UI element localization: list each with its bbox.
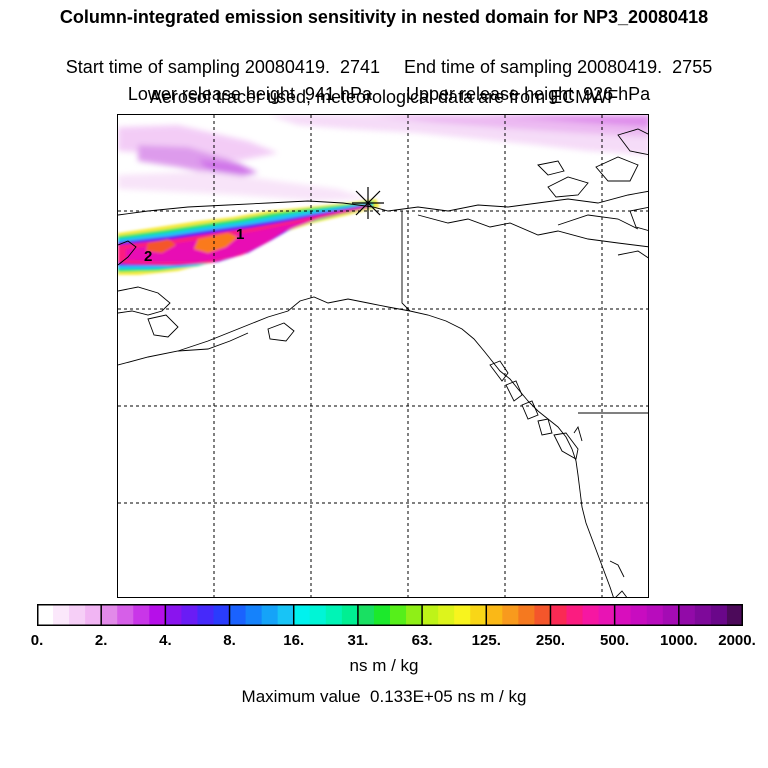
map-panel: 1 2 <box>117 114 649 598</box>
colorbar-tick-label: 0. <box>30 632 44 649</box>
colorbar-tick-label: 63. <box>411 632 433 649</box>
colorbar-swatch <box>293 604 311 626</box>
start-time-text: Start time of sampling 20080419. 2741 <box>65 57 380 77</box>
colorbar-tick-label: 8. <box>223 632 236 649</box>
colorbar-tick-label: 4. <box>159 632 172 649</box>
release-heights: Lower release height 941 hPa Upper releas… <box>0 61 768 105</box>
end-time-text: End time of sampling 20080419. 2755 <box>404 57 713 77</box>
colorbar-tick-label: 31. <box>347 632 369 649</box>
colorbar-swatch <box>341 604 359 626</box>
colorbar-swatch <box>694 604 712 626</box>
lower-release-height: Lower release height 941 hPa <box>127 84 372 104</box>
colorbar-units: ns m / kg <box>349 656 419 675</box>
colorbar-swatch <box>454 604 471 626</box>
colorbar-swatch <box>181 604 198 626</box>
colorbar-swatch <box>406 604 423 626</box>
colorbar-swatch <box>534 604 551 626</box>
colorbar-swatch <box>502 604 519 626</box>
colorbar-swatch <box>37 604 54 626</box>
colorbar-swatch <box>662 604 680 626</box>
colorbar-swatch <box>438 604 455 626</box>
colorbar-swatch <box>149 604 166 626</box>
colorbar-swatch <box>710 604 728 626</box>
colorbar <box>37 604 743 626</box>
colorbar-swatch <box>277 604 295 626</box>
colorbar-swatch <box>598 604 616 626</box>
colorbar-tick-label: 2000. <box>718 632 756 649</box>
colorbar-tick-label: 2. <box>94 632 108 649</box>
colorbar-swatch <box>325 604 343 626</box>
plume-contour-label-1: 1 <box>236 226 244 243</box>
colorbar-tick-label: 16. <box>283 632 305 649</box>
colorbar-tick-label: 500. <box>600 632 630 649</box>
lat-lon-grid <box>118 115 648 597</box>
maximum-value-text: Maximum value 0.133E+05 ns m / kg <box>241 687 527 706</box>
colorbar-swatch <box>373 604 391 626</box>
colorbar-tick-label: 125. <box>471 632 501 649</box>
colorbar-swatch <box>582 604 600 626</box>
colorbar-swatch <box>646 604 664 626</box>
upper-release-height: Upper release height 926 hPa <box>406 84 651 104</box>
coastlines <box>118 128 648 597</box>
colorbar-swatch <box>245 604 263 626</box>
colorbar-swatch <box>518 604 535 626</box>
colorbar-swatch <box>133 604 150 626</box>
colorbar-swatch <box>261 604 279 626</box>
colorbar-swatch <box>165 604 182 626</box>
emission-plume <box>118 199 380 275</box>
tracer-info: Aerosol tracer used, meteorological data… <box>149 87 619 107</box>
colorbar-swatch <box>357 604 375 626</box>
colorbar-swatch <box>53 604 70 626</box>
colorbar-swatch <box>470 604 487 626</box>
colorbar-swatch <box>213 604 231 626</box>
colorbar-swatch <box>229 604 247 626</box>
colorbar-swatch <box>117 604 134 626</box>
colorbar-swatch <box>422 604 439 626</box>
plot-title: Column-integrated emission sensitivity i… <box>59 7 709 27</box>
colorbar-swatch <box>85 604 102 626</box>
colorbar-border <box>37 604 743 626</box>
release-point-star-icon <box>352 187 384 219</box>
sampling-times: Start time of sampling 20080419. 2741 End… <box>0 34 768 78</box>
colorbar-swatch <box>309 604 327 626</box>
colorbar-swatch <box>678 604 696 626</box>
colorbar-swatch <box>630 604 648 626</box>
colorbar-swatch <box>566 604 584 626</box>
colorbar-swatch <box>197 604 214 626</box>
plume-contour-label-2: 2 <box>144 248 152 265</box>
colorbar-swatch <box>390 604 407 626</box>
colorbar-swatch <box>614 604 632 626</box>
colorbar-swatches <box>37 604 743 626</box>
map-canvas: 1 2 <box>118 115 648 597</box>
colorbar-tick-label: 1000. <box>660 632 698 649</box>
colorbar-swatch <box>69 604 86 626</box>
colorbar-swatch <box>486 604 503 626</box>
colorbar-swatch <box>101 604 118 626</box>
colorbar-tick-label: 250. <box>535 632 566 649</box>
colorbar-swatch <box>726 604 743 626</box>
colorbar-swatch <box>550 604 567 626</box>
arctic-sensitivity-field <box>118 115 648 201</box>
